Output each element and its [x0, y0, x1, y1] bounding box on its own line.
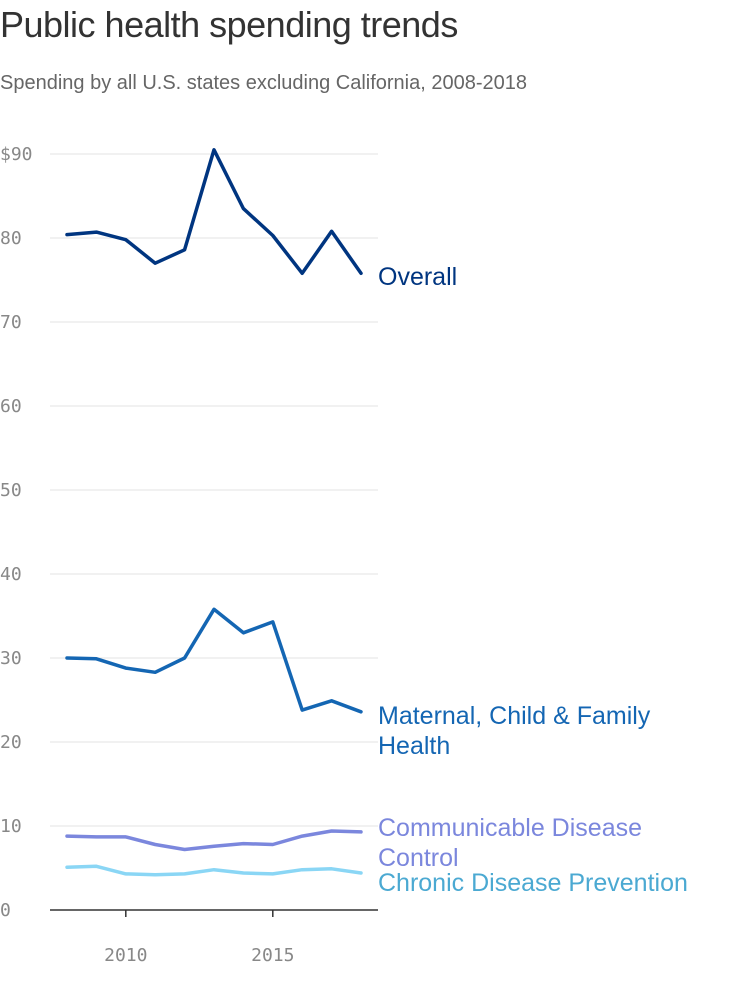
x-tick-label: 2015 [251, 945, 294, 966]
series-label-line: Control [378, 844, 459, 872]
series-line [65, 864, 363, 877]
y-tick-label: 10 [0, 816, 22, 837]
x-axis-ticks: 2010 2015 [104, 910, 294, 966]
chart-subtitle: Spending by all U.S. states excluding Ca… [0, 72, 527, 94]
series-lines [65, 148, 363, 877]
series-label: Communicable Disease Control [378, 814, 642, 872]
series-label-line: Health [378, 732, 450, 760]
y-tick-label: 40 [0, 564, 22, 585]
x-tick-label: 2010 [104, 945, 147, 966]
gridlines [50, 153, 378, 911]
y-tick-label: 60 [0, 396, 22, 417]
y-tick-label: 20 [0, 732, 22, 753]
chart-title: Public health spending trends [0, 4, 458, 45]
series-label-line: Overall [378, 263, 457, 291]
series-label: Overall [378, 263, 457, 291]
series-line [65, 148, 363, 276]
y-tick-label: 70 [0, 312, 22, 333]
series-line [65, 829, 363, 852]
y-tick-label: $90 [0, 144, 33, 165]
series-line [65, 607, 363, 714]
series-labels: Overall Maternal, Child & Family Health Com… [378, 263, 688, 897]
y-axis-ticks: 0 10 20 30 40 50 60 70 80 $90 [0, 144, 33, 921]
series-label-line: Chronic Disease Prevention [378, 869, 688, 897]
y-tick-label: 30 [0, 648, 22, 669]
y-tick-label: 80 [0, 228, 22, 249]
series-label: Chronic Disease Prevention [378, 869, 688, 897]
y-tick-label: 0 [0, 900, 11, 921]
series-label-line: Maternal, Child & Family [378, 702, 651, 730]
series-label: Maternal, Child & Family Health [378, 702, 651, 760]
series-label-line: Communicable Disease [378, 814, 642, 842]
y-tick-label: 50 [0, 480, 22, 501]
